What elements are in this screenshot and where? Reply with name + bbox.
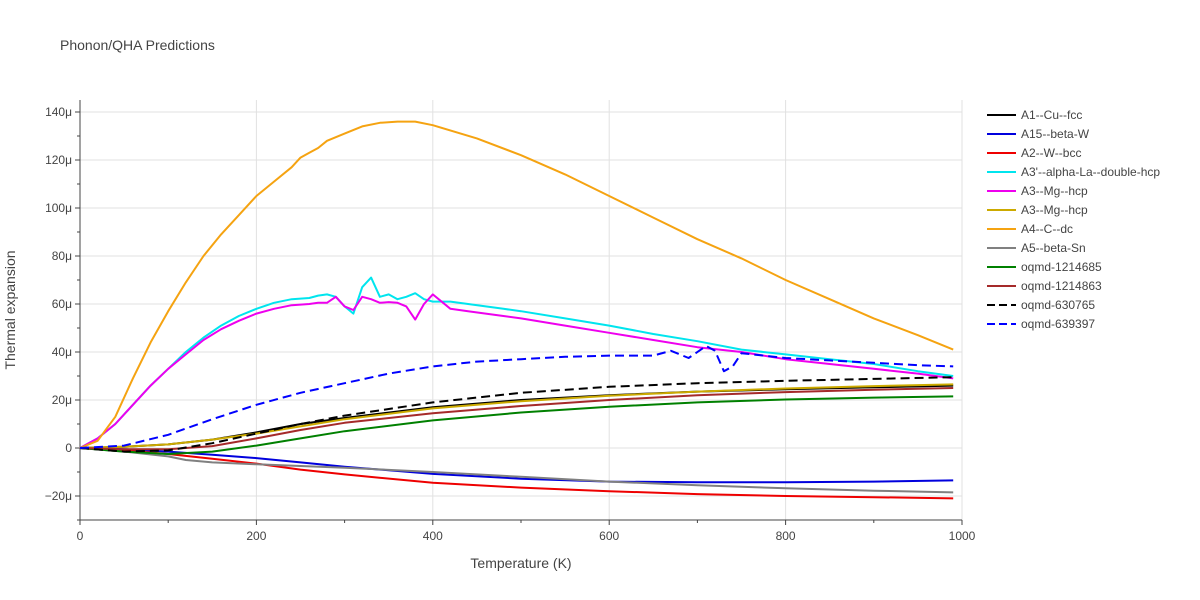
x-tick-label: 800 (776, 529, 796, 543)
legend-label[interactable]: A15--beta-W (1021, 127, 1090, 141)
y-tick-label: −20μ (45, 489, 72, 503)
legend-label[interactable]: oqmd-639397 (1021, 317, 1095, 331)
x-axis-title: Temperature (K) (470, 555, 571, 571)
series-line-6 (79, 120, 954, 449)
y-tick-label: 0 (65, 441, 72, 455)
y-tick-label: 40μ (52, 345, 72, 359)
grid (80, 100, 963, 520)
series-line-2 (79, 447, 954, 500)
series-line-3 (79, 276, 954, 449)
series-line-9 (79, 387, 954, 451)
y-tick-label: 100μ (45, 201, 72, 215)
series-line-0 (79, 384, 954, 449)
legend-label[interactable]: A3'--alpha-La--double-hcp (1021, 165, 1160, 179)
legend-label[interactable]: A1--Cu--fcc (1021, 108, 1082, 122)
y-tick-label: 140μ (45, 105, 72, 119)
legend-label[interactable]: oqmd-630765 (1021, 298, 1095, 312)
y-tick-label: 60μ (52, 297, 72, 311)
legend-label[interactable]: A2--W--bcc (1021, 146, 1081, 160)
y-axis-title: Thermal expansion (2, 250, 18, 369)
y-tick-label: 80μ (52, 249, 72, 263)
legend-label[interactable]: oqmd-1214685 (1021, 260, 1102, 274)
legend-label[interactable]: oqmd-1214863 (1021, 279, 1102, 293)
chart-title: Phonon/QHA Predictions (60, 37, 215, 53)
x-tick-label: 200 (246, 529, 266, 543)
series-line-8 (79, 395, 954, 455)
series-line-5 (79, 383, 954, 449)
series-line-4 (79, 293, 954, 449)
x-tick-label: 400 (423, 529, 443, 543)
axes: 0 200 400 600 800 1000 −20μ 0 20μ 40μ 60μ 80μ 100μ 12… (45, 100, 976, 543)
legend: A1--Cu--fcc A15--beta-W A2--W--bcc A3'--alp… (987, 108, 1160, 331)
legend-label[interactable]: A5--beta-Sn (1021, 241, 1086, 255)
series-line-11 (79, 345, 954, 449)
x-tick-label: 0 (77, 529, 84, 543)
legend-label[interactable]: A4--C--dc (1021, 222, 1073, 236)
legend-label[interactable]: A3--Mg--hcp (1021, 184, 1088, 198)
y-tick-label: 20μ (52, 393, 72, 407)
y-tick-label: 120μ (45, 153, 72, 167)
plot-area (79, 120, 954, 500)
legend-label[interactable]: A3--Mg--hcp (1021, 203, 1088, 217)
x-tick-label: 600 (599, 529, 619, 543)
x-tick-label: 1000 (949, 529, 976, 543)
series-line-10 (79, 376, 954, 453)
series-line-7 (79, 447, 954, 494)
